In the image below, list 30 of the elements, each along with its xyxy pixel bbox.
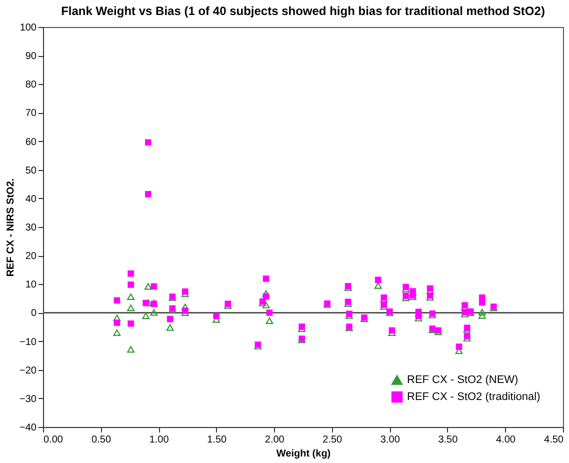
y-tick-label: 70 <box>25 108 37 120</box>
y-tick-label: 100 <box>20 22 37 34</box>
y-tick-label: −30 <box>20 394 37 405</box>
x-tick-label: 0.50 <box>92 434 112 446</box>
y-tick-label: 20 <box>25 251 37 262</box>
x-tick-label: 2.50 <box>322 434 343 446</box>
y-tick-label: −40 <box>20 422 37 434</box>
y-tick-label: 60 <box>25 136 37 148</box>
y-tick-label: 50 <box>25 165 37 176</box>
x-tick-label: 4.00 <box>496 434 516 446</box>
chart-title: Flank Weight vs Bias (1 of 40 subjects showed high bias for traditional method StO2) <box>61 4 545 18</box>
x-tick-label: 2.00 <box>264 434 285 446</box>
y-tick-label: 10 <box>25 280 37 291</box>
x-tick-label: 1.50 <box>207 434 227 446</box>
y-tick-label: 30 <box>25 222 37 234</box>
x-axis-title: Weight (kg) <box>276 448 331 460</box>
legend-label: REF CX - StO2 (traditional) <box>407 391 540 403</box>
y-tick-label: 40 <box>25 194 37 205</box>
y-tick-label: 0 <box>30 308 37 320</box>
legend-label: REF CX - StO2 (NEW) <box>407 374 518 386</box>
y-tick-label: 80 <box>25 80 37 91</box>
y-tick-label: −10 <box>20 336 37 348</box>
y-tick-label: 90 <box>25 51 37 62</box>
x-tick-label: 4.50 <box>544 434 564 446</box>
x-tick-label: 0.00 <box>44 434 64 446</box>
x-tick-label: 3.50 <box>438 434 458 446</box>
y-tick-label: −20 <box>20 365 37 376</box>
y-axis-title: REF CX - NIRS StO2. <box>6 178 17 277</box>
x-tick-label: 3.00 <box>380 434 400 446</box>
x-tick-label: 1.00 <box>149 434 170 446</box>
